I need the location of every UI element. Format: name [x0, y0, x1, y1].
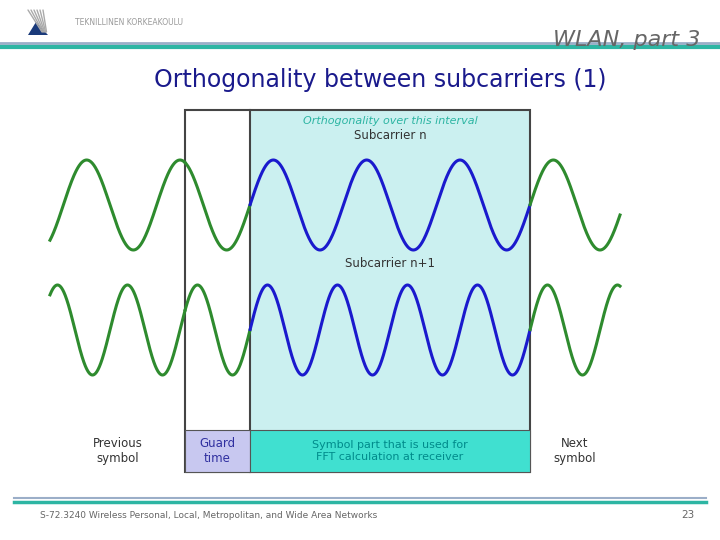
Bar — [250, 430, 530, 472]
Bar — [185, 110, 250, 472]
Bar — [185, 430, 250, 472]
Text: Orthogonality over this interval: Orthogonality over this interval — [302, 116, 477, 126]
Polygon shape — [28, 22, 48, 35]
Text: Next
symbol: Next symbol — [554, 437, 596, 465]
Text: Subcarrier n+1: Subcarrier n+1 — [345, 257, 435, 270]
Text: TEKNILLINEN KORKEAKOULU: TEKNILLINEN KORKEAKOULU — [75, 18, 183, 27]
Bar — [185, 110, 530, 472]
Text: Previous
symbol: Previous symbol — [93, 437, 143, 465]
Text: Guard
time: Guard time — [199, 437, 235, 465]
Text: S-72.3240 Wireless Personal, Local, Metropolitan, and Wide Area Networks: S-72.3240 Wireless Personal, Local, Metr… — [40, 510, 377, 519]
Text: Orthogonality between subcarriers (1): Orthogonality between subcarriers (1) — [154, 68, 606, 92]
Text: Symbol part that is used for
FFT calculation at receiver: Symbol part that is used for FFT calcula… — [312, 440, 468, 462]
Bar — [250, 110, 530, 430]
Text: Subcarrier n: Subcarrier n — [354, 129, 426, 142]
Text: 23: 23 — [682, 510, 695, 520]
Text: WLAN, part 3: WLAN, part 3 — [553, 30, 700, 50]
